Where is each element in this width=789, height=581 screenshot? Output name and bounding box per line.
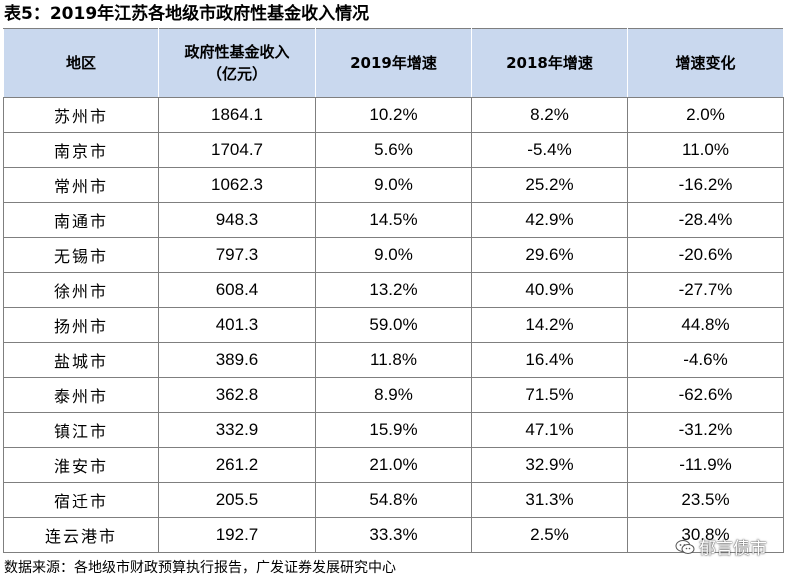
cell-income: 948.3 bbox=[158, 202, 316, 238]
table-row: 连云港市 192.7 33.3% 2.5% 30.8% bbox=[3, 517, 784, 553]
cell-region: 镇江市 bbox=[3, 412, 159, 448]
cell-growth-2018: 14.2% bbox=[471, 307, 628, 343]
cell-growth-change: -11.9% bbox=[627, 447, 784, 483]
table-row: 苏州市 1864.1 10.2% 8.2% 2.0% bbox=[3, 97, 784, 133]
cell-growth-change: -4.6% bbox=[627, 342, 784, 378]
header-region: 地区 bbox=[3, 28, 159, 98]
cell-growth-2019: 13.2% bbox=[315, 272, 472, 308]
table-row: 无锡市 797.3 9.0% 29.6% -20.6% bbox=[3, 237, 784, 273]
cell-growth-change: -28.4% bbox=[627, 202, 784, 238]
cell-region: 淮安市 bbox=[3, 447, 159, 483]
table-row: 盐城市 389.6 11.8% 16.4% -4.6% bbox=[3, 342, 784, 378]
cell-growth-2018: 16.4% bbox=[471, 342, 628, 378]
cell-growth-change: 30.8% bbox=[627, 517, 784, 553]
cell-growth-2019: 9.0% bbox=[315, 237, 472, 273]
cell-growth-2018: 71.5% bbox=[471, 377, 628, 413]
cell-growth-2019: 5.6% bbox=[315, 132, 472, 168]
cell-income: 608.4 bbox=[158, 272, 316, 308]
table-row: 镇江市 332.9 15.9% 47.1% -31.2% bbox=[3, 412, 784, 448]
header-growth-2019: 2019年增速 bbox=[315, 28, 472, 98]
table-row: 南京市 1704.7 5.6% -5.4% 11.0% bbox=[3, 132, 784, 168]
table-row: 徐州市 608.4 13.2% 40.9% -27.7% bbox=[3, 272, 784, 308]
cell-region: 连云港市 bbox=[3, 517, 159, 553]
cell-growth-2018: 32.9% bbox=[471, 447, 628, 483]
cell-income: 332.9 bbox=[158, 412, 316, 448]
cell-growth-2019: 10.2% bbox=[315, 97, 472, 133]
header-growth-2018: 2018年增速 bbox=[471, 28, 628, 98]
cell-growth-2018: 25.2% bbox=[471, 167, 628, 203]
table-row: 泰州市 362.8 8.9% 71.5% -62.6% bbox=[3, 377, 784, 413]
cell-growth-2019: 8.9% bbox=[315, 377, 472, 413]
cell-growth-2018: -5.4% bbox=[471, 132, 628, 168]
cell-region: 苏州市 bbox=[3, 97, 159, 133]
cell-region: 南京市 bbox=[3, 132, 159, 168]
cell-region: 徐州市 bbox=[3, 272, 159, 308]
table-row: 宿迁市 205.5 54.8% 31.3% 23.5% bbox=[3, 482, 784, 518]
cell-income: 1062.3 bbox=[158, 167, 316, 203]
table-row: 扬州市 401.3 59.0% 14.2% 44.8% bbox=[3, 307, 784, 343]
cell-growth-2019: 59.0% bbox=[315, 307, 472, 343]
cell-income: 261.2 bbox=[158, 447, 316, 483]
cell-growth-change: -31.2% bbox=[627, 412, 784, 448]
cell-growth-change: 11.0% bbox=[627, 132, 784, 168]
header-growth-change: 增速变化 bbox=[627, 28, 784, 98]
cell-income: 1704.7 bbox=[158, 132, 316, 168]
cell-income: 362.8 bbox=[158, 377, 316, 413]
cell-income: 192.7 bbox=[158, 517, 316, 553]
cell-growth-change: -27.7% bbox=[627, 272, 784, 308]
cell-growth-2019: 21.0% bbox=[315, 447, 472, 483]
cell-growth-2018: 31.3% bbox=[471, 482, 628, 518]
header-income-line2: （亿元） bbox=[206, 65, 267, 83]
cell-region: 南通市 bbox=[3, 202, 159, 238]
cell-growth-2019: 54.8% bbox=[315, 482, 472, 518]
table-header-row: 地区 政府性基金收入 （亿元） 2019年增速 2018年增速 增速变化 bbox=[3, 28, 784, 98]
cell-growth-change: 23.5% bbox=[627, 482, 784, 518]
cell-income: 797.3 bbox=[158, 237, 316, 273]
cell-region: 无锡市 bbox=[3, 237, 159, 273]
cell-growth-2018: 8.2% bbox=[471, 97, 628, 133]
cell-region: 扬州市 bbox=[3, 307, 159, 343]
table-row: 淮安市 261.2 21.0% 32.9% -11.9% bbox=[3, 447, 784, 483]
cell-growth-2019: 15.9% bbox=[315, 412, 472, 448]
cell-income: 205.5 bbox=[158, 482, 316, 518]
watermark-text: 郁言债市 bbox=[699, 539, 767, 559]
cell-region: 泰州市 bbox=[3, 377, 159, 413]
header-income-line1: 政府性基金收入 bbox=[184, 43, 290, 61]
table-row: 常州市 1062.3 9.0% 25.2% -16.2% bbox=[3, 167, 784, 203]
cell-region: 常州市 bbox=[3, 167, 159, 203]
cell-growth-2018: 29.6% bbox=[471, 237, 628, 273]
cell-growth-2019: 11.8% bbox=[315, 342, 472, 378]
header-income: 政府性基金收入 （亿元） bbox=[158, 28, 316, 98]
watermark: 郁言债市 bbox=[675, 534, 767, 559]
data-source-note: 数据来源：各地级市财政预算执行报告，广发证券发展研究中心 bbox=[4, 560, 396, 576]
cell-income: 1864.1 bbox=[158, 97, 316, 133]
cell-growth-2019: 33.3% bbox=[315, 517, 472, 553]
cell-growth-change: -20.6% bbox=[627, 237, 784, 273]
cell-growth-2018: 42.9% bbox=[471, 202, 628, 238]
cell-growth-2018: 40.9% bbox=[471, 272, 628, 308]
cell-region: 盐城市 bbox=[3, 342, 159, 378]
cell-growth-change: -62.6% bbox=[627, 377, 784, 413]
table-title: 表5：2019年江苏各地级市政府性基金收入情况 bbox=[4, 4, 370, 24]
cell-growth-2019: 14.5% bbox=[315, 202, 472, 238]
wechat-icon bbox=[675, 539, 695, 555]
cell-growth-2018: 47.1% bbox=[471, 412, 628, 448]
cell-growth-2018: 2.5% bbox=[471, 517, 628, 553]
table-row: 南通市 948.3 14.5% 42.9% -28.4% bbox=[3, 202, 784, 238]
cell-income: 401.3 bbox=[158, 307, 316, 343]
income-table: 地区 政府性基金收入 （亿元） 2019年增速 2018年增速 增速变化 苏州市… bbox=[3, 28, 784, 553]
cell-growth-change: -16.2% bbox=[627, 167, 784, 203]
cell-growth-2019: 9.0% bbox=[315, 167, 472, 203]
cell-growth-change: 2.0% bbox=[627, 97, 784, 133]
cell-region: 宿迁市 bbox=[3, 482, 159, 518]
cell-growth-change: 44.8% bbox=[627, 307, 784, 343]
cell-income: 389.6 bbox=[158, 342, 316, 378]
